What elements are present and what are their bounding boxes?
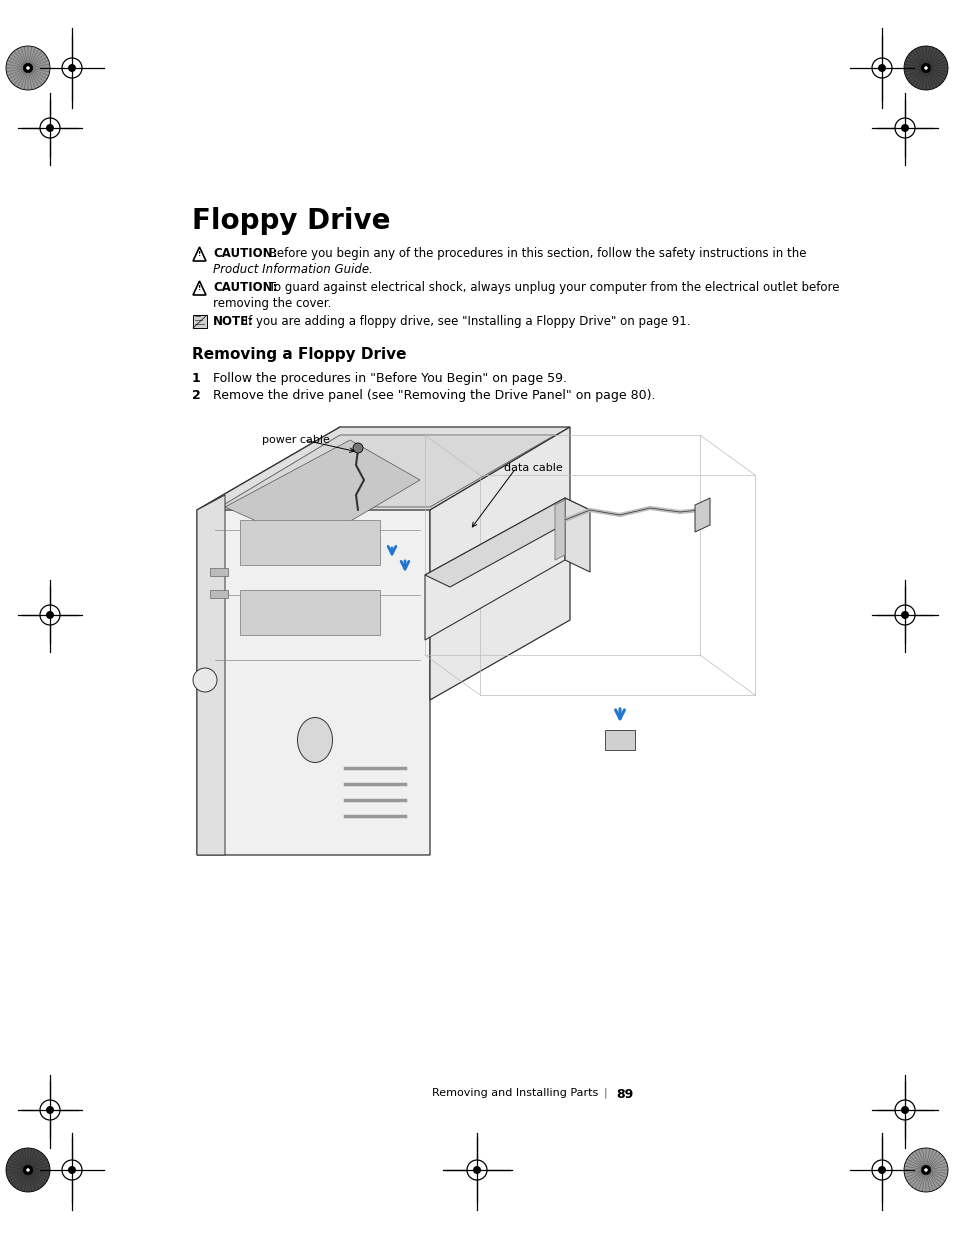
- Text: Removing a Floppy Drive: Removing a Floppy Drive: [192, 347, 406, 362]
- Circle shape: [46, 1107, 54, 1114]
- Circle shape: [923, 1168, 926, 1172]
- Text: 89: 89: [616, 1088, 633, 1100]
- Circle shape: [894, 605, 914, 625]
- Circle shape: [6, 46, 50, 90]
- Text: 1: 1: [192, 372, 200, 385]
- Bar: [210, 568, 228, 576]
- Circle shape: [923, 67, 926, 69]
- Polygon shape: [240, 520, 379, 564]
- Circle shape: [900, 124, 908, 132]
- Polygon shape: [555, 500, 564, 559]
- Circle shape: [903, 46, 947, 90]
- Ellipse shape: [297, 718, 333, 762]
- Circle shape: [68, 64, 76, 72]
- Circle shape: [877, 1166, 885, 1174]
- Circle shape: [23, 1165, 32, 1174]
- Circle shape: [894, 119, 914, 138]
- Circle shape: [871, 58, 891, 78]
- Text: 2: 2: [192, 389, 200, 403]
- Circle shape: [27, 67, 30, 69]
- Text: Floppy Drive: Floppy Drive: [192, 207, 390, 235]
- Circle shape: [894, 1100, 914, 1120]
- Circle shape: [68, 1166, 76, 1174]
- Circle shape: [62, 58, 82, 78]
- Polygon shape: [196, 427, 569, 510]
- Circle shape: [903, 1149, 947, 1192]
- Text: Remove the drive panel (see "Removing the Drive Panel" on page 80).: Remove the drive panel (see "Removing th…: [213, 389, 655, 403]
- Text: Removing and Installing Parts: Removing and Installing Parts: [432, 1088, 598, 1098]
- Text: Before you begin any of the procedures in this section, follow the safety instru: Before you begin any of the procedures i…: [265, 247, 805, 261]
- Circle shape: [921, 63, 930, 73]
- Text: NOTE:: NOTE:: [213, 315, 253, 329]
- Polygon shape: [220, 435, 555, 508]
- Circle shape: [46, 124, 54, 132]
- Text: To guard against electrical shock, always unplug your computer from the electric: To guard against electrical shock, alway…: [265, 282, 839, 294]
- Circle shape: [900, 611, 908, 619]
- Polygon shape: [225, 440, 419, 545]
- FancyBboxPatch shape: [193, 315, 207, 329]
- Text: |: |: [602, 1088, 606, 1098]
- Circle shape: [27, 1168, 30, 1172]
- Circle shape: [193, 668, 216, 692]
- Text: removing the cover.: removing the cover.: [213, 296, 331, 310]
- Text: !: !: [197, 251, 201, 257]
- Circle shape: [871, 1160, 891, 1179]
- Polygon shape: [430, 427, 569, 700]
- Polygon shape: [240, 590, 379, 635]
- Circle shape: [46, 611, 54, 619]
- Circle shape: [40, 1100, 60, 1120]
- Circle shape: [473, 1166, 480, 1174]
- Text: !: !: [197, 285, 201, 291]
- Circle shape: [23, 63, 32, 73]
- Circle shape: [467, 1160, 486, 1179]
- Circle shape: [40, 119, 60, 138]
- Text: If you are adding a floppy drive, see "Installing a Floppy Drive" on page 91.: If you are adding a floppy drive, see "I…: [241, 315, 690, 329]
- Circle shape: [6, 1149, 50, 1192]
- Bar: [210, 590, 228, 598]
- Text: Follow the procedures in "Before You Begin" on page 59.: Follow the procedures in "Before You Beg…: [213, 372, 566, 385]
- Text: CAUTION:: CAUTION:: [213, 282, 277, 294]
- Polygon shape: [196, 427, 430, 855]
- Polygon shape: [695, 498, 709, 532]
- Circle shape: [353, 443, 363, 453]
- Text: power cable: power cable: [262, 435, 330, 445]
- Polygon shape: [604, 730, 635, 750]
- Polygon shape: [196, 495, 225, 855]
- Circle shape: [877, 64, 885, 72]
- Text: CAUTION:: CAUTION:: [213, 247, 277, 261]
- Circle shape: [900, 1107, 908, 1114]
- Polygon shape: [424, 498, 564, 640]
- Polygon shape: [564, 498, 589, 572]
- Circle shape: [62, 1160, 82, 1179]
- Circle shape: [921, 1165, 930, 1174]
- Text: Product Information Guide.: Product Information Guide.: [213, 263, 373, 275]
- Polygon shape: [424, 498, 589, 587]
- Circle shape: [40, 605, 60, 625]
- Text: data cable: data cable: [503, 463, 562, 473]
